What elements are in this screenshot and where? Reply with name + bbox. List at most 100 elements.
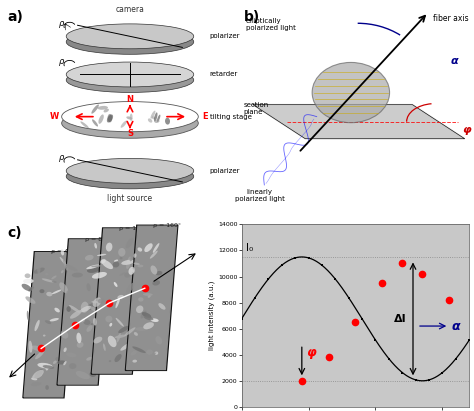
Ellipse shape	[77, 342, 83, 348]
Ellipse shape	[38, 349, 45, 356]
Ellipse shape	[134, 263, 140, 265]
Ellipse shape	[86, 325, 92, 332]
Text: light source: light source	[108, 194, 153, 203]
Ellipse shape	[129, 257, 133, 261]
Ellipse shape	[105, 316, 112, 322]
Ellipse shape	[121, 120, 127, 128]
Ellipse shape	[143, 322, 154, 329]
Ellipse shape	[39, 289, 45, 293]
Ellipse shape	[66, 62, 194, 87]
Ellipse shape	[87, 267, 100, 273]
Text: a): a)	[7, 10, 23, 24]
Ellipse shape	[126, 238, 134, 248]
Ellipse shape	[90, 372, 96, 377]
Polygon shape	[91, 228, 144, 374]
Ellipse shape	[146, 349, 153, 355]
Ellipse shape	[91, 265, 103, 267]
Ellipse shape	[114, 282, 118, 287]
Text: polarizer: polarizer	[210, 168, 240, 174]
Text: N: N	[127, 95, 134, 104]
Ellipse shape	[106, 242, 112, 252]
Ellipse shape	[50, 318, 59, 321]
Ellipse shape	[69, 305, 81, 313]
Ellipse shape	[31, 378, 37, 380]
Ellipse shape	[22, 284, 31, 291]
Ellipse shape	[91, 301, 99, 303]
Ellipse shape	[70, 310, 82, 319]
Ellipse shape	[158, 303, 165, 310]
Text: φ: φ	[306, 346, 316, 359]
Ellipse shape	[42, 278, 55, 282]
Ellipse shape	[136, 305, 143, 313]
Ellipse shape	[137, 247, 142, 252]
Ellipse shape	[152, 116, 155, 119]
Text: S: S	[127, 129, 133, 139]
Polygon shape	[58, 240, 109, 384]
Ellipse shape	[155, 271, 163, 275]
Y-axis label: light intensity (a.u.): light intensity (a.u.)	[209, 281, 215, 350]
Ellipse shape	[31, 382, 41, 386]
Ellipse shape	[312, 62, 390, 122]
Ellipse shape	[86, 303, 96, 310]
Ellipse shape	[46, 292, 53, 296]
Ellipse shape	[119, 272, 125, 276]
Ellipse shape	[60, 257, 66, 265]
Ellipse shape	[142, 312, 151, 318]
Ellipse shape	[132, 346, 146, 353]
Text: tilting stage: tilting stage	[210, 114, 252, 120]
Ellipse shape	[31, 374, 42, 379]
Text: b): b)	[244, 10, 260, 24]
Ellipse shape	[64, 347, 67, 352]
Ellipse shape	[26, 296, 36, 304]
Ellipse shape	[124, 327, 136, 336]
Ellipse shape	[115, 335, 127, 338]
Ellipse shape	[127, 116, 132, 120]
Ellipse shape	[45, 320, 51, 324]
Text: elliptically
polarized light: elliptically polarized light	[246, 18, 296, 31]
Ellipse shape	[138, 297, 144, 302]
Text: α: α	[451, 56, 459, 67]
Text: c): c)	[7, 226, 22, 240]
Ellipse shape	[66, 306, 71, 312]
Ellipse shape	[28, 286, 34, 291]
Ellipse shape	[61, 330, 68, 339]
Ellipse shape	[43, 335, 46, 337]
Text: ρ = 120°: ρ = 120°	[119, 226, 147, 231]
Text: ρ = 40°: ρ = 40°	[51, 249, 75, 254]
Ellipse shape	[25, 273, 30, 278]
Ellipse shape	[108, 336, 117, 347]
Ellipse shape	[66, 67, 194, 92]
Ellipse shape	[52, 289, 62, 294]
Ellipse shape	[155, 351, 158, 355]
Ellipse shape	[157, 115, 160, 122]
Polygon shape	[57, 239, 109, 385]
Text: α: α	[452, 319, 460, 332]
Ellipse shape	[153, 243, 159, 253]
Ellipse shape	[35, 351, 44, 359]
Ellipse shape	[28, 341, 32, 353]
Ellipse shape	[117, 333, 121, 342]
Ellipse shape	[98, 298, 104, 303]
Ellipse shape	[81, 319, 85, 323]
Ellipse shape	[51, 275, 56, 279]
Text: ρ: ρ	[59, 57, 64, 66]
Ellipse shape	[91, 323, 93, 325]
Text: W: W	[50, 112, 59, 121]
Text: ΔI: ΔI	[394, 314, 406, 324]
Ellipse shape	[55, 357, 60, 361]
Ellipse shape	[113, 262, 119, 268]
Ellipse shape	[66, 353, 77, 357]
Ellipse shape	[62, 108, 198, 138]
Ellipse shape	[55, 308, 60, 312]
Ellipse shape	[52, 281, 57, 283]
Ellipse shape	[72, 272, 83, 277]
Ellipse shape	[128, 267, 135, 275]
Text: φ: φ	[463, 125, 471, 135]
Ellipse shape	[64, 264, 78, 271]
Ellipse shape	[126, 283, 134, 293]
Ellipse shape	[93, 337, 102, 344]
Ellipse shape	[109, 360, 111, 362]
Ellipse shape	[66, 290, 72, 295]
Ellipse shape	[81, 302, 89, 313]
Ellipse shape	[116, 298, 120, 308]
